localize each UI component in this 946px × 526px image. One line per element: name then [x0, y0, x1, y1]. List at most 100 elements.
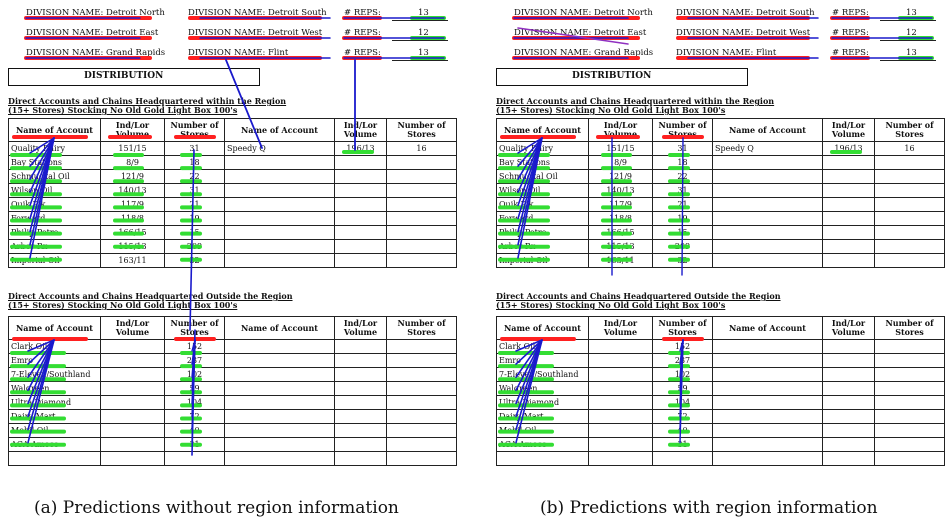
reps-label: # REPS: — [344, 8, 381, 18]
account-stores: 237 — [652, 353, 713, 368]
col-volume: Ind/Lor Volume — [334, 118, 387, 142]
account-stores: 18 — [164, 155, 225, 170]
table-row: Forward 118/8 19 — [496, 211, 945, 226]
col-volume: Ind/Lor Volume — [588, 118, 653, 142]
col-stores: Number of Stores — [652, 316, 713, 340]
account-stores: 19 — [652, 211, 713, 226]
division-name-left: DIVISION NAME: Detroit East — [514, 28, 647, 38]
col-volume: Ind/Lor Volume — [100, 316, 165, 340]
account-stores: 237 — [164, 353, 225, 368]
account-stores: 209 — [164, 239, 225, 254]
account-name: Forward — [8, 211, 101, 226]
account-name: Ultra Diamond — [8, 395, 101, 410]
account-stores: 22 — [652, 169, 713, 184]
table-row: Forward 118/8 19 — [8, 211, 457, 226]
account-name: Quik Pik — [8, 197, 101, 212]
distribution-label: DISTRIBUTION — [84, 71, 164, 81]
table-row: 7-Eleven/Southland 102 — [8, 367, 457, 382]
division-name-right: DIVISION NAME: Detroit South — [188, 8, 327, 18]
account-name: Bay Stations — [8, 155, 101, 170]
col-stores: Number of Stores — [874, 316, 945, 340]
account-name: Speedy Q — [712, 141, 823, 156]
account-name: Wilson Oil — [496, 183, 589, 198]
account-stores: 31 — [164, 183, 225, 198]
col-stores: Number of Stores — [164, 118, 225, 142]
col-volume: Ind/Lor Volume — [334, 316, 387, 340]
reps-value: 13 — [418, 48, 429, 58]
table-row: Imperial Oil 163/11 32 — [496, 253, 945, 268]
account-stores: 32 — [652, 253, 713, 268]
col-name: Name of Account — [8, 118, 101, 142]
account-name: Philip Petro — [496, 225, 589, 240]
accounts-table-outside: Name of Account Ind/Lor Volume Number of S… — [8, 316, 457, 466]
account-volume: 118/8 — [100, 211, 165, 226]
account-stores: 21 — [164, 197, 225, 212]
table-row: Emro 237 — [8, 353, 457, 368]
account-name: Bay Stations — [496, 155, 589, 170]
account-volume: 140/13 — [588, 183, 653, 198]
account-stores: 152 — [652, 339, 713, 354]
reps-value: 13 — [906, 8, 917, 18]
account-stores: 15 — [652, 225, 713, 240]
col-volume: Ind/Lor Volume — [588, 316, 653, 340]
account-stores: 22 — [164, 169, 225, 184]
account-stores: 16 — [386, 141, 457, 156]
col-name: Name of Account — [712, 118, 823, 142]
division-name-right: DIVISION NAME: Detroit West — [676, 28, 811, 38]
table-row: Bay Stations 8/9 18 — [496, 155, 945, 170]
account-stores: 104 — [164, 395, 225, 410]
table-row: Clark Oil 152 — [496, 339, 945, 354]
reps-value: 13 — [418, 8, 429, 18]
col-name: Name of Account — [496, 316, 589, 340]
account-name: 7-Eleven/Southland — [8, 367, 101, 382]
account-volume: 196/13 — [822, 141, 875, 156]
account-stores: 72 — [652, 409, 713, 424]
account-volume: 151/15 — [588, 141, 653, 156]
account-volume: 166/15 — [588, 225, 653, 240]
division-name-left: DIVISION NAME: Grand Rapids — [26, 48, 166, 58]
account-stores: 59 — [652, 381, 713, 396]
account-stores: 31 — [652, 141, 713, 156]
account-volume: 117/9 — [100, 197, 165, 212]
division-name-right: DIVISION NAME: Detroit South — [676, 8, 815, 18]
table-row: Walgreen 59 — [8, 381, 457, 396]
account-name: Quality Dairy — [496, 141, 589, 156]
reps-label: # REPS: — [832, 28, 869, 38]
reps-value: 12 — [418, 28, 429, 38]
table-row: Clark Oil 152 — [8, 339, 457, 354]
panel-without-region: DIVISION NAME: Detroit North DIVISION NAM… — [0, 0, 460, 480]
table-row: ACA Amoco 31 — [8, 437, 457, 452]
account-volume: 196/13 — [334, 141, 387, 156]
caption-a: (a) Predictions without region informati… — [34, 498, 399, 518]
table-row: Philip Petro 166/15 15 — [8, 225, 457, 240]
account-name: Quik Pik — [496, 197, 589, 212]
table-row: Philip Petro 166/15 15 — [496, 225, 945, 240]
account-stores: 152 — [164, 339, 225, 354]
col-name: Name of Account — [224, 316, 335, 340]
table-row: Walgreen 59 — [496, 381, 945, 396]
table-row: Schmuckal Oil 121/9 22 — [8, 169, 457, 184]
table-row: Quality Dairy 151/15 31 Speedy Q 196/13 16 — [8, 141, 457, 156]
account-name: Schmuckal Oil — [496, 169, 589, 184]
account-volume: 140/13 — [100, 183, 165, 198]
reps-label: # REPS: — [832, 48, 869, 58]
col-volume: Ind/Lor Volume — [822, 316, 875, 340]
account-stores: 31 — [652, 437, 713, 452]
table-row: Ultra Diamond 104 — [496, 395, 945, 410]
account-name: Imperial Oil — [496, 253, 589, 268]
division-name-left: DIVISION NAME: Detroit North — [514, 8, 653, 18]
account-volume: 8/9 — [100, 155, 165, 170]
account-name: Walgreen — [496, 381, 589, 396]
table-row: Ultra Diamond 104 — [8, 395, 457, 410]
section-1-title: Direct Accounts and Chains Headquartered… — [8, 96, 287, 115]
reps-label: # REPS: — [344, 28, 381, 38]
account-stores: 209 — [652, 239, 713, 254]
account-stores: 102 — [652, 367, 713, 382]
table-row: Dairy Mart 72 — [496, 409, 945, 424]
distribution-box: DISTRIBUTION — [8, 68, 260, 86]
account-name: Mobil Oil — [496, 423, 589, 438]
account-stores: 31 — [164, 141, 225, 156]
account-stores: 40 — [652, 423, 713, 438]
account-volume: 163/11 — [588, 253, 653, 268]
col-name: Name of Account — [712, 316, 823, 340]
